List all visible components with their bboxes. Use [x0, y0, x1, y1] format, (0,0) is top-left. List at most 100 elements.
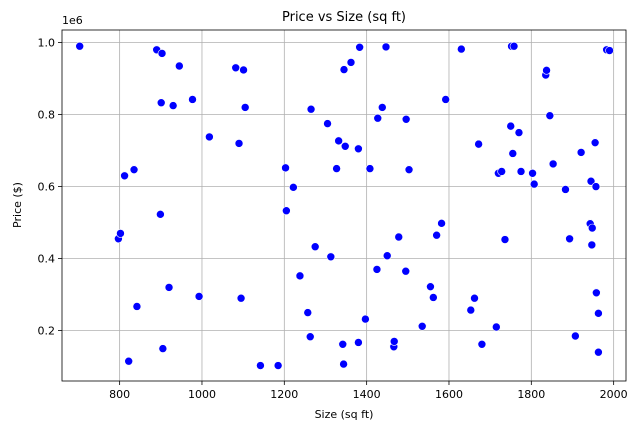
- x-tick-label: 800: [109, 388, 130, 401]
- scatter-point: [587, 223, 597, 233]
- scatter-point: [470, 293, 479, 303]
- scatter-point: [426, 282, 435, 291]
- x-axis-ticks: 800 1000 1200 1400 1600 1800 2000: [109, 381, 628, 401]
- scatter-point: [339, 359, 348, 369]
- scatter-point: [401, 114, 411, 124]
- scatter-point: [256, 361, 265, 370]
- scatter-point: [565, 234, 574, 244]
- scatter-point: [334, 136, 343, 146]
- scatter-point: [591, 182, 601, 191]
- scatter-point: [361, 314, 370, 324]
- scatter-point: [305, 332, 315, 342]
- scatter-point: [355, 42, 364, 52]
- x-axis-label: Size (sq ft): [315, 408, 374, 421]
- scatter-point: [497, 167, 506, 176]
- scatter-point: [590, 138, 600, 147]
- scatter-point: [332, 164, 341, 173]
- scatter-point: [156, 98, 166, 108]
- scatter-point: [194, 292, 204, 301]
- scatter-point: [340, 141, 350, 151]
- scatter-point: [365, 164, 375, 173]
- x-tick-label: 1600: [435, 388, 463, 401]
- scatter-point: [373, 113, 383, 123]
- x-tick-label: 1800: [517, 388, 545, 401]
- scatter-point: [188, 95, 197, 104]
- scatter-point: [120, 171, 129, 181]
- scatter-point: [394, 232, 404, 242]
- scatter-point: [175, 61, 184, 71]
- x-tick-label: 1400: [353, 388, 381, 401]
- scatter-point: [295, 271, 305, 281]
- scatter-point: [516, 167, 526, 176]
- scatter-point: [354, 144, 363, 154]
- scatter-point: [545, 111, 555, 120]
- scatter-point: [404, 165, 414, 174]
- scatter-point: [542, 66, 551, 75]
- scatter-point: [164, 283, 174, 292]
- scatter-point: [75, 41, 85, 51]
- scatter-point: [548, 159, 558, 169]
- scatter-point: [477, 339, 487, 349]
- scatter-point: [234, 139, 244, 148]
- scatter-point: [129, 165, 139, 174]
- scatter-point: [231, 63, 241, 73]
- scatter-point: [338, 339, 348, 349]
- scatter-point: [508, 149, 518, 158]
- scatter-point: [168, 101, 178, 110]
- scatter-point: [432, 230, 441, 240]
- scatter-point: [500, 235, 510, 244]
- x-tick-label: 1200: [270, 388, 298, 401]
- x-tick-label: 1000: [188, 388, 216, 401]
- scatter-point: [326, 252, 336, 262]
- scatter-point: [529, 179, 539, 189]
- scatter-point: [132, 302, 142, 311]
- scatter-point: [372, 265, 382, 274]
- scatter-point: [116, 229, 125, 238]
- scatter-point: [381, 42, 391, 52]
- chart-title: Price vs Size (sq ft): [282, 10, 406, 25]
- scatter-point: [157, 49, 167, 58]
- y-tick-label: 0.2: [38, 325, 56, 338]
- scatter-point: [310, 242, 320, 252]
- scatter-point: [571, 331, 580, 341]
- scatter-point: [492, 322, 501, 332]
- plot-frame: [61, 29, 627, 382]
- scatter-point: [281, 163, 290, 173]
- scatter-point: [506, 121, 516, 131]
- scatter-point: [401, 266, 411, 276]
- scatter-point: [303, 308, 313, 317]
- scatter-point: [240, 103, 250, 112]
- scatter-point: [156, 210, 165, 219]
- y-axis-offset-label: 1e6: [62, 14, 83, 27]
- scatter-point: [323, 119, 332, 128]
- scatter-point: [576, 148, 586, 157]
- scatter-point: [282, 206, 291, 216]
- scatter-point: [346, 58, 356, 67]
- scatter-point: [417, 321, 427, 331]
- scatter-point: [382, 251, 392, 261]
- scatter-point: [437, 219, 446, 228]
- scatter-point: [587, 240, 597, 250]
- y-axis-label: Price ($): [11, 182, 24, 228]
- scatter-point: [474, 139, 483, 149]
- y-tick-label: 1.0: [38, 37, 56, 50]
- scatter-point: [389, 337, 399, 346]
- scatter-point: [429, 293, 438, 302]
- scatter-point: [528, 168, 537, 178]
- scatter-point: [514, 128, 524, 137]
- scatter-point: [306, 104, 316, 114]
- y-tick-label: 0.6: [38, 181, 56, 194]
- scatter-point: [561, 185, 570, 194]
- scatter-point: [441, 95, 450, 104]
- scatter-point: [594, 347, 603, 357]
- scatter-point: [466, 305, 476, 315]
- scatter-point: [605, 46, 614, 55]
- scatter-point: [158, 344, 168, 353]
- scatter-point: [273, 361, 283, 370]
- grid-lines: [62, 30, 626, 381]
- scatter-point: [509, 41, 519, 51]
- y-tick-label: 0.8: [38, 109, 56, 122]
- scatter-point: [239, 65, 248, 75]
- scatter-point: [377, 103, 387, 112]
